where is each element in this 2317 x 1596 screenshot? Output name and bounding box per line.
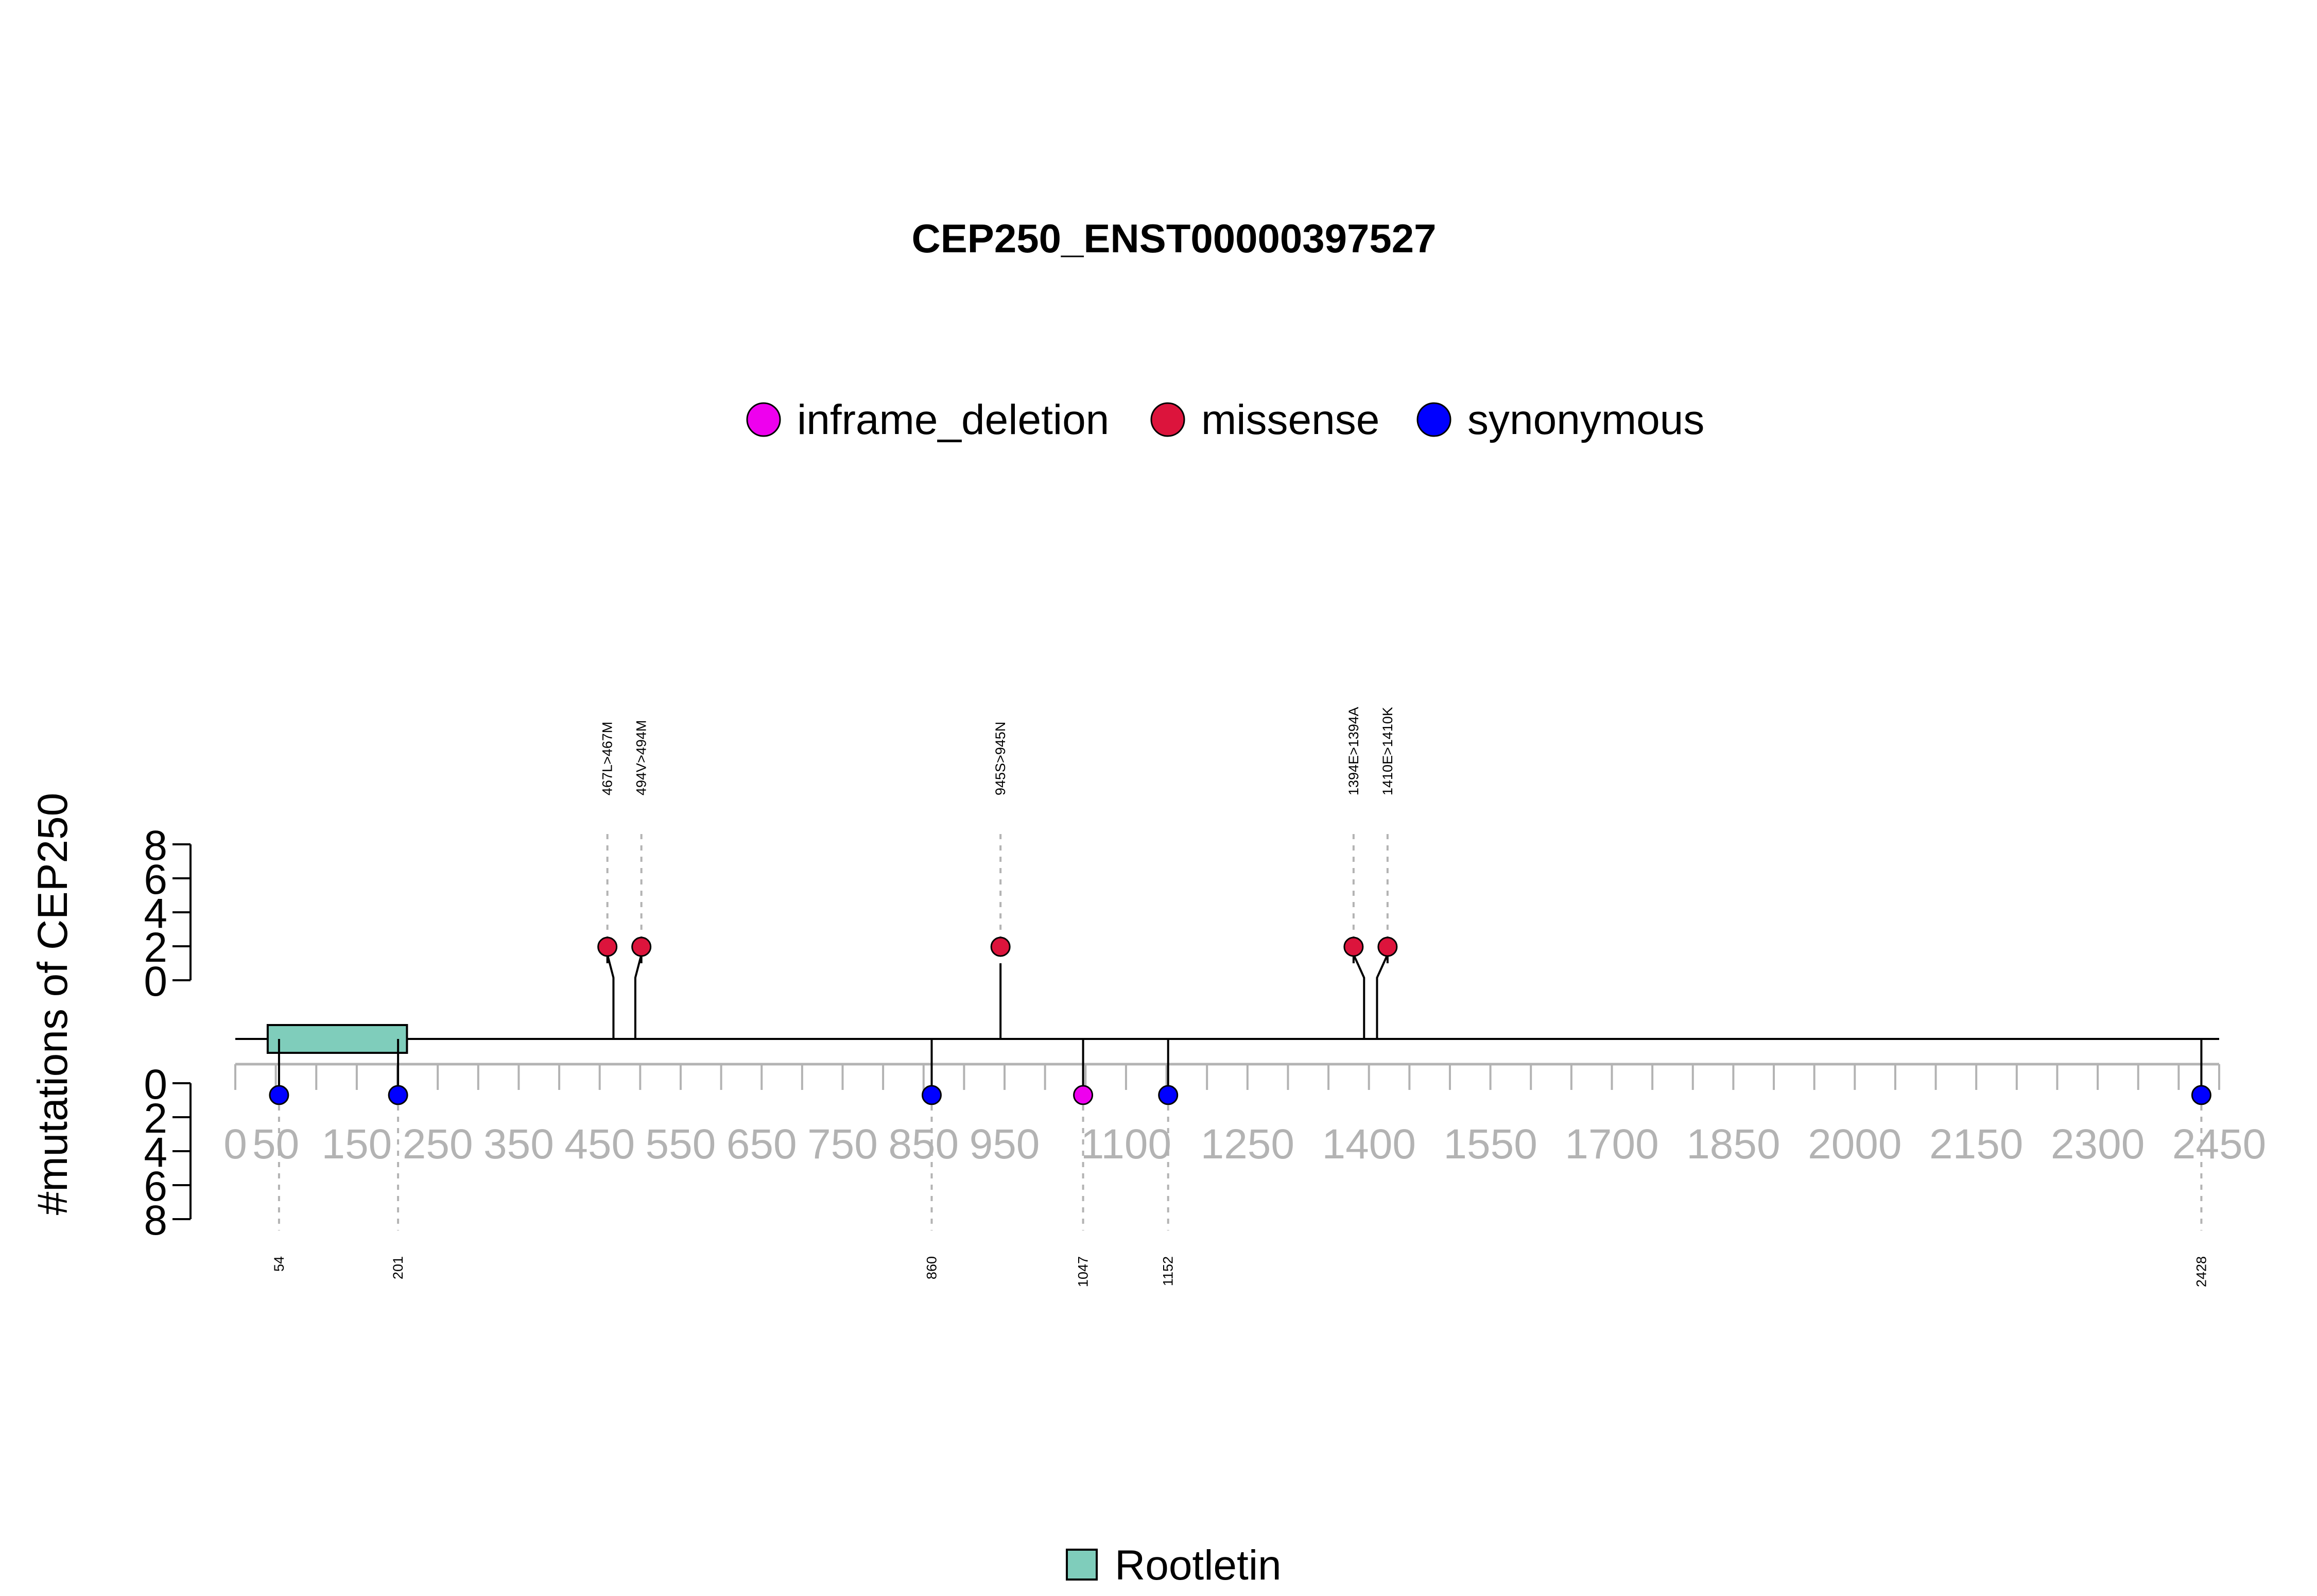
legend-marker-inframe_deletion — [746, 402, 781, 437]
x-tick-label-950: 950 — [970, 1121, 1040, 1168]
legend-marker-missense — [1150, 402, 1185, 437]
x-tick-label-50: 50 — [252, 1121, 299, 1168]
lollipop-stem — [634, 954, 643, 1039]
domain-Rootletin — [266, 1024, 408, 1054]
x-tick-label-0: 0 — [223, 1121, 247, 1168]
mutation-label: 1152 — [1161, 1256, 1176, 1286]
x-tick-label-1400: 1400 — [1322, 1121, 1416, 1168]
x-tick-label-750: 750 — [807, 1121, 878, 1168]
legend-marker-synonymous — [1416, 402, 1451, 437]
mutation-label: 467L>467M — [600, 722, 615, 795]
y-tick-label-top-8: 8 — [144, 822, 167, 869]
mutation-type-legend: inframe_deletion missense synonymous — [746, 396, 1704, 443]
lollipop-head — [2191, 1085, 2211, 1105]
lollipop-head — [597, 936, 618, 957]
lollipop-head — [1073, 1085, 1094, 1105]
y-tick-label-top-4: 4 — [144, 890, 167, 937]
mutation-label: 201 — [390, 1256, 406, 1279]
x-tick-label-1100: 1100 — [1081, 1121, 1171, 1168]
x-tick-label-250: 250 — [403, 1121, 473, 1168]
lollipop-stem — [1376, 954, 1389, 1039]
x-tick-label-650: 650 — [727, 1121, 797, 1168]
y-axis-label: #mutations of CEP250 — [29, 793, 76, 1215]
x-axis: 0 50 150 250 350 450 550 650 750 850 950 1100 1250 14… — [223, 1063, 2266, 1168]
x-tick-label-150: 150 — [321, 1121, 392, 1168]
lollipop-head — [921, 1085, 942, 1105]
x-tick-label-2300: 2300 — [2051, 1121, 2145, 1168]
mutation-label: 1410E>1410K — [1380, 707, 1395, 795]
y-tick-label-top-0: 0 — [144, 958, 167, 1005]
lollipop-stem — [606, 954, 615, 1039]
lollipop-head — [990, 936, 1011, 957]
lollipop-head — [1377, 936, 1398, 957]
y-tick-label-bottom-6: 6 — [144, 1163, 167, 1210]
legend-label-synonymous: synonymous — [1467, 396, 1704, 443]
mutation-label: 1047 — [1076, 1256, 1091, 1287]
lollipop-stem — [1352, 954, 1365, 1039]
legend-label-inframe_deletion: inframe_deletion — [797, 396, 1109, 443]
x-tick-label-1850: 1850 — [1686, 1121, 1780, 1168]
lollipops-bottom: 54 201 860 1047 1152 2428 — [269, 1039, 2211, 1287]
y-tick-label-top-2: 2 — [144, 924, 167, 971]
domain-legend-label: Rootletin — [1115, 1542, 1282, 1589]
y-tick-label-top-6: 6 — [144, 856, 167, 903]
y-tick-label-bottom-4: 4 — [144, 1129, 167, 1176]
protein-domains — [266, 1024, 408, 1054]
mutation-label: 1394E>1394A — [1346, 707, 1361, 795]
x-tick-label-1700: 1700 — [1565, 1121, 1658, 1168]
lollipop-head — [388, 1085, 408, 1105]
lollipop-head — [269, 1085, 289, 1105]
x-tick-label-1550: 1550 — [1443, 1121, 1537, 1168]
mutation-label: 494V>494M — [634, 720, 649, 795]
mutation-label: 860 — [924, 1256, 939, 1279]
mutation-label: 945S>945N — [993, 722, 1008, 795]
domain-legend-swatch — [1066, 1549, 1098, 1581]
y-tick-label-bottom-2: 2 — [144, 1095, 167, 1142]
x-tick-label-2000: 2000 — [1808, 1121, 1901, 1168]
x-tick-label-1250: 1250 — [1201, 1121, 1294, 1168]
chart-title: CEP250_ENST00000397527 — [911, 216, 1436, 261]
x-tick-label-550: 550 — [646, 1121, 716, 1168]
lollipops-top: 467L>467M 494V>494M 945S>945N 1394E>1394A 14… — [597, 707, 1398, 1039]
x-tick-label-2450: 2450 — [2172, 1121, 2266, 1168]
lollipop-head — [1343, 936, 1364, 957]
lollipop-head — [631, 936, 652, 957]
x-tick-label-850: 850 — [888, 1121, 959, 1168]
mutation-label: 2428 — [2193, 1256, 2209, 1287]
domain-legend: Rootletin — [1066, 1542, 1282, 1589]
y-tick-label-bottom-0: 0 — [144, 1061, 167, 1108]
mutation-label: 54 — [271, 1256, 287, 1272]
y-tick-label-bottom-8: 8 — [144, 1197, 167, 1244]
legend-label-missense: missense — [1201, 396, 1379, 443]
lollipop-head — [1158, 1085, 1179, 1105]
x-tick-label-350: 350 — [483, 1121, 554, 1168]
x-tick-label-2150: 2150 — [1929, 1121, 2023, 1168]
x-tick-label-450: 450 — [564, 1121, 635, 1168]
